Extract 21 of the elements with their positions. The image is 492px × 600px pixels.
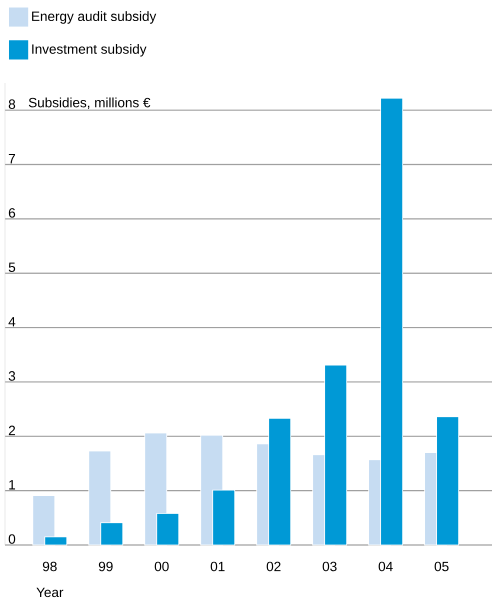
y-tick-label: 0 — [8, 534, 16, 544]
y-axis-title: Subsidies, millions € — [28, 97, 150, 109]
legend-label: Energy audit subsidy — [32, 11, 156, 24]
y-tick-label: 1 — [9, 480, 16, 490]
x-tick-label: 04 — [378, 562, 393, 572]
y-tick-label: 2 — [8, 426, 16, 436]
x-tick-label: 98 — [42, 562, 57, 572]
x-tick-label: 02 — [266, 562, 281, 572]
x-axis-title: Year — [36, 588, 64, 598]
y-tick-label: 3 — [8, 371, 16, 381]
x-tick-label: 01 — [210, 562, 225, 572]
y-tick-label: 5 — [8, 262, 16, 272]
x-tick-label: 99 — [98, 562, 113, 572]
y-tick-label: 7 — [8, 154, 16, 164]
y-tick-label: 6 — [8, 208, 16, 218]
x-tick-label: 00 — [154, 562, 169, 572]
legend-label: Investment subsidy — [32, 44, 146, 57]
x-tick-label: 03 — [322, 562, 337, 572]
x-tick-label: 05 — [434, 562, 449, 572]
y-tick-label: 4 — [8, 317, 16, 326]
y-tick-label: 8 — [8, 99, 16, 109]
